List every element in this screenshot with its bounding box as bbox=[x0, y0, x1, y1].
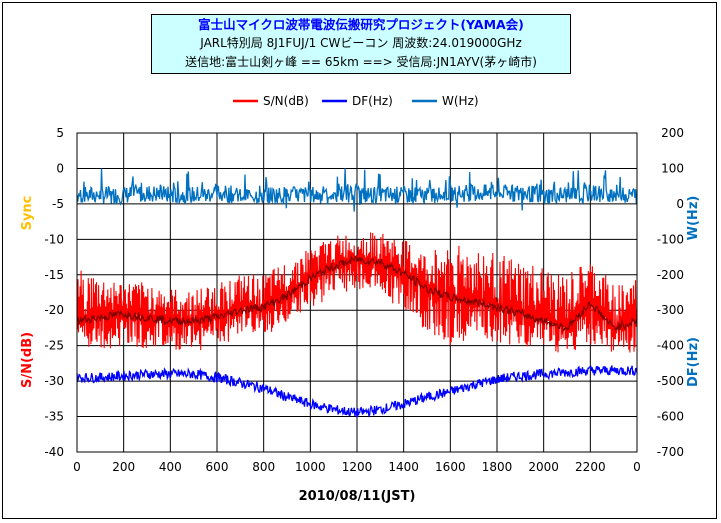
w-axis-label: W(Hz) bbox=[686, 196, 701, 241]
x-tick-label: 1200 bbox=[342, 460, 373, 474]
title-line-1: 富士山マイクロ波帯電波伝搬研究プロジェクト(YAMA会) bbox=[198, 17, 524, 32]
x-tick-label: 400 bbox=[159, 460, 182, 474]
plot-border bbox=[76, 132, 638, 453]
y-right-tick-label: -400 bbox=[657, 339, 684, 353]
y-left-tick-label: -5 bbox=[52, 197, 64, 211]
x-tick-label: 200 bbox=[112, 460, 135, 474]
x-tick-label: 2200 bbox=[575, 460, 606, 474]
y-right-tick-label: -100 bbox=[657, 232, 684, 246]
x-tick-label: 0 bbox=[73, 460, 81, 474]
series-df bbox=[76, 365, 638, 418]
axis-labels: Sync S/N(dB) W(Hz) DF(Hz) 2010/08/11(JST) bbox=[20, 196, 701, 504]
title-box: 富士山マイクロ波帯電波伝搬研究プロジェクト(YAMA会) JARL特別局 8J1… bbox=[151, 14, 571, 74]
x-tick-label: 1000 bbox=[295, 460, 326, 474]
series-layer bbox=[76, 168, 638, 418]
y-left-tick-label: -40 bbox=[44, 445, 64, 459]
x-tick-label: 1400 bbox=[388, 460, 419, 474]
legend-label: W(Hz) bbox=[442, 94, 479, 108]
y-right-tick-label: -500 bbox=[657, 374, 684, 388]
x-tick-label: 0 bbox=[633, 460, 641, 474]
x-tick-label: 600 bbox=[206, 460, 229, 474]
x-tick-label: 1800 bbox=[482, 460, 513, 474]
x-tick-label: 1600 bbox=[435, 460, 466, 474]
x-axis-label: 2010/08/11(JST) bbox=[299, 489, 416, 504]
legend-label: S/N(dB) bbox=[263, 94, 309, 108]
y-left-tick-label: -10 bbox=[44, 232, 64, 246]
y-right-tick-label: -300 bbox=[657, 303, 684, 317]
df-axis-label: DF(Hz) bbox=[686, 337, 701, 387]
title-line-2: JARL特別局 8J1FUJ/1 CWビーコン 周波数:24.019000GHz bbox=[200, 36, 522, 50]
y-right-tick-label: -200 bbox=[657, 268, 684, 282]
legend: S/N(dB) DF(Hz) W(Hz) bbox=[233, 94, 479, 108]
y-left-tick-label: -35 bbox=[44, 410, 64, 424]
sn-axis-label: S/N(dB) bbox=[20, 332, 35, 388]
series-sn-average bbox=[76, 254, 638, 333]
x-tick-label: 2000 bbox=[528, 460, 559, 474]
x-tick-label: 800 bbox=[252, 460, 275, 474]
sync-axis-label: Sync bbox=[20, 196, 35, 231]
y-right-tick-label: 100 bbox=[661, 161, 684, 175]
y-left-tick-label: 0 bbox=[56, 161, 64, 175]
y-left-tick-label: 5 bbox=[56, 126, 64, 140]
y-right-tick-label: -700 bbox=[657, 445, 684, 459]
y-right-tick-label: 200 bbox=[661, 126, 684, 140]
y-left-tick-label: -30 bbox=[44, 374, 64, 388]
legend-label: DF(Hz) bbox=[352, 94, 393, 108]
y-right-tick-label: -600 bbox=[657, 410, 684, 424]
title-line-3: 送信地:富士山剣ヶ峰 == 65km ==> 受信局:JN1AYV(茅ヶ崎市) bbox=[185, 55, 537, 69]
series-w bbox=[76, 168, 638, 212]
tick-labels: 0 200 400 600 800 1000 1200 1400 1600 1800 2000 220… bbox=[44, 126, 684, 474]
y-left-tick-label: -25 bbox=[44, 339, 64, 353]
y-left-tick-label: -15 bbox=[44, 268, 64, 282]
series-sn bbox=[76, 232, 638, 353]
y-right-tick-label: 0 bbox=[676, 197, 684, 211]
y-left-tick-label: -20 bbox=[44, 303, 64, 317]
